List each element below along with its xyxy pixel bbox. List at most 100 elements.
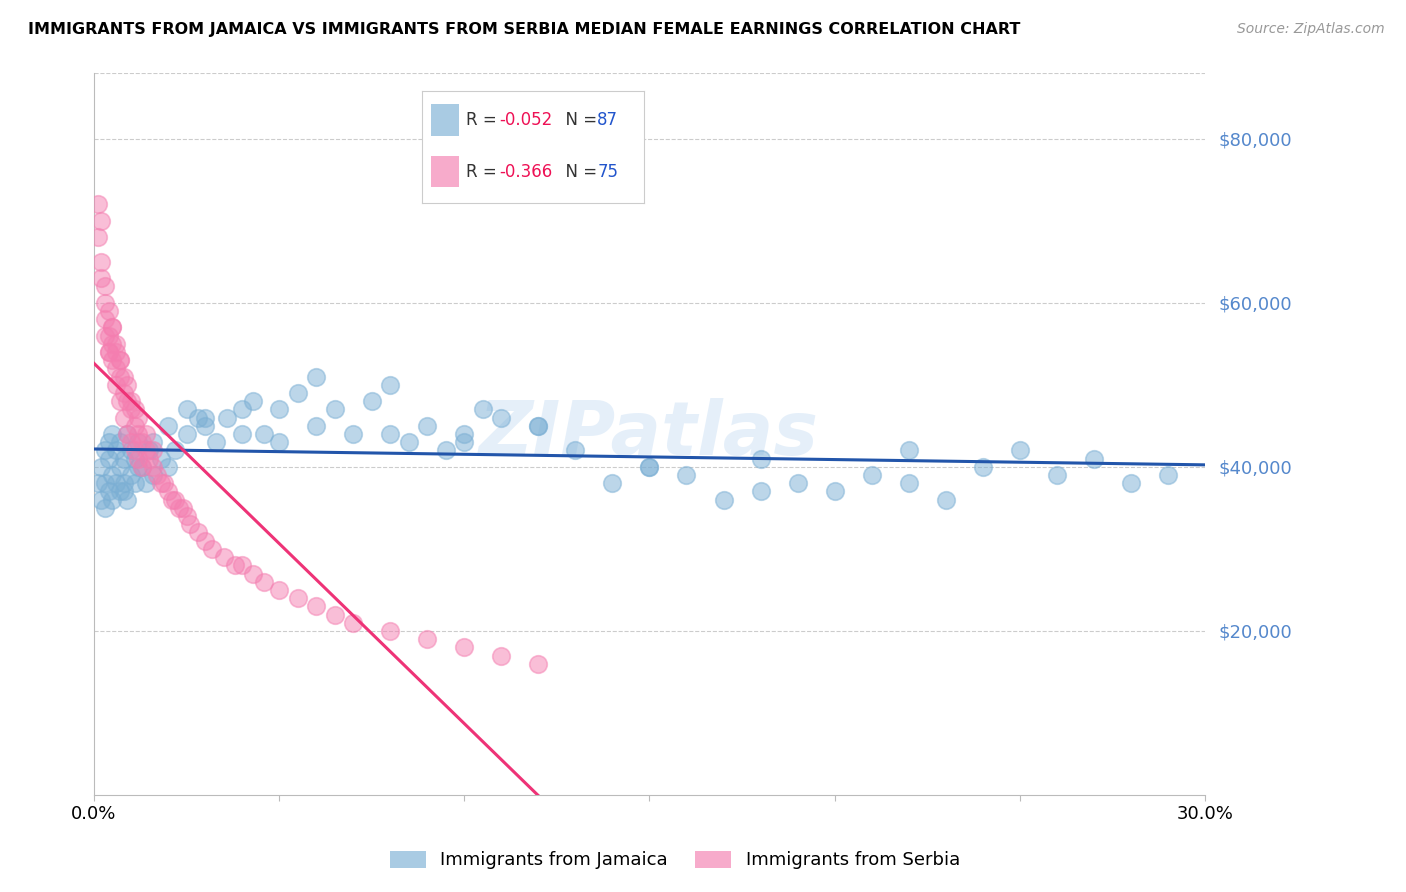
Point [131,459,153,474]
Point [131,435,153,450]
Point [86,476,108,491]
Point [935,492,957,507]
Point [398,435,420,450]
Point [416,418,439,433]
Point [176,427,198,442]
Point [105,336,128,351]
Point [101,320,124,334]
Point [205,435,228,450]
Point [167,500,190,515]
Point [453,427,475,442]
Point [149,451,172,466]
Point [713,492,735,507]
Point [131,459,153,474]
Point [564,443,586,458]
Point [471,402,494,417]
Point [101,427,124,442]
Point [1046,468,1069,483]
Point [269,435,291,450]
Point [176,402,198,417]
Point [269,402,291,417]
Point [602,476,624,491]
Point [156,459,179,474]
Point [342,427,364,442]
Point [90,213,112,227]
Point [138,451,160,466]
Point [824,484,846,499]
Point [242,394,264,409]
Point [97,345,120,359]
Point [638,459,661,474]
Point [224,558,246,573]
Point [90,271,112,285]
Point [165,492,187,507]
Point [108,369,131,384]
Point [135,427,157,442]
Point [305,369,328,384]
Point [194,533,217,548]
Point [146,468,169,483]
Text: IMMIGRANTS FROM JAMAICA VS IMMIGRANTS FROM SERBIA MEDIAN FEMALE EARNINGS CORRELA: IMMIGRANTS FROM JAMAICA VS IMMIGRANTS FR… [28,22,1021,37]
Point [105,443,128,458]
Point [97,435,120,450]
Point [434,443,457,458]
Point [194,410,217,425]
Point [138,443,160,458]
Point [897,443,920,458]
Point [135,443,157,458]
Point [860,468,883,483]
Point [142,435,165,450]
Point [972,459,994,474]
Point [127,410,149,425]
Point [127,427,149,442]
Point [94,279,117,293]
Point [101,353,124,368]
Point [527,418,550,433]
Point [1008,443,1031,458]
Point [253,574,276,589]
Point [117,427,139,442]
Point [149,476,172,491]
Point [194,418,217,433]
Point [97,328,120,343]
Point [120,435,142,450]
Point [97,345,120,359]
Point [94,328,117,343]
Point [94,295,117,310]
Point [212,550,235,565]
Point [112,386,135,401]
Point [1119,476,1142,491]
Point [675,468,697,483]
Point [101,320,124,334]
Point [1157,468,1180,483]
Point [156,418,179,433]
Point [360,394,382,409]
Point [120,443,142,458]
Point [416,632,439,647]
Point [112,476,135,491]
Point [124,476,146,491]
Point [380,427,402,442]
Point [108,435,131,450]
Point [112,451,135,466]
Point [127,459,149,474]
Point [179,517,201,532]
Point [231,427,253,442]
Point [323,607,346,622]
Point [117,492,139,507]
Point [323,402,346,417]
Point [86,230,108,244]
Point [153,476,176,491]
Point [90,254,112,268]
Point [453,640,475,655]
Point [97,304,120,318]
Point [124,418,146,433]
Point [187,410,209,425]
Point [176,509,198,524]
Point [253,427,276,442]
Point [112,369,135,384]
Point [231,402,253,417]
Point [108,459,131,474]
Point [90,492,112,507]
Point [120,402,142,417]
